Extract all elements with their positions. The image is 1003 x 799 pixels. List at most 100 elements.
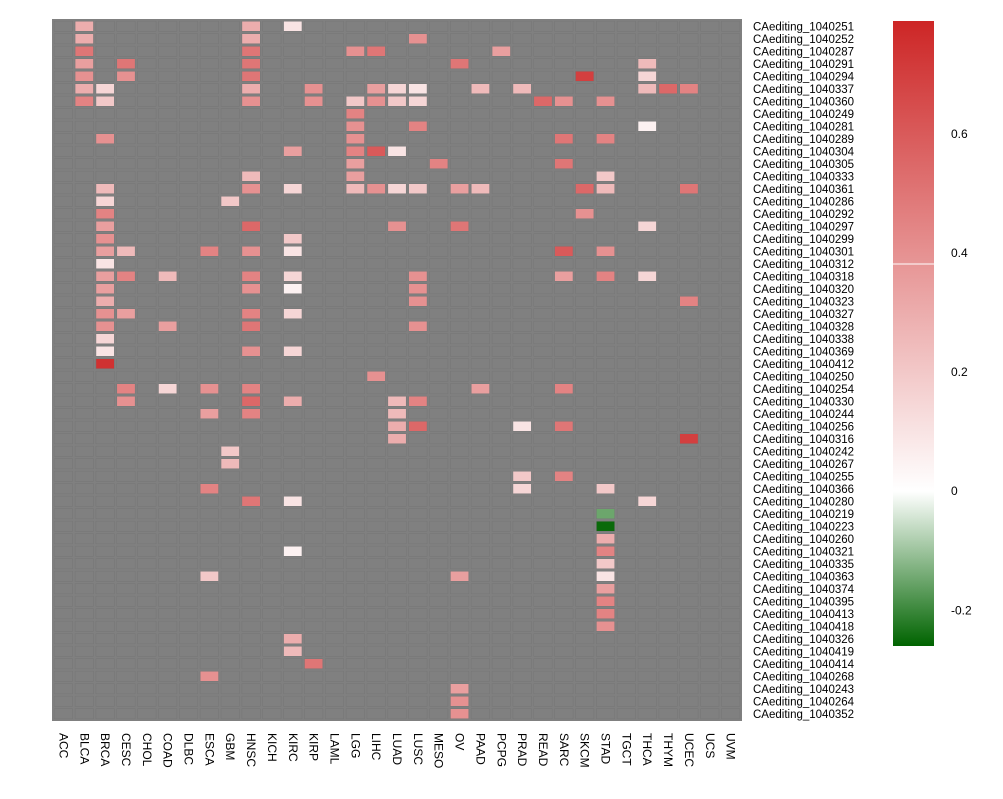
heatmap-cell [116, 108, 136, 120]
heatmap-cell [595, 208, 616, 220]
heatmap-cell [241, 83, 261, 95]
heatmap-cell [658, 695, 678, 707]
heatmap-cell [616, 395, 636, 407]
heatmap-cell [470, 133, 490, 145]
heatmap-cell [575, 420, 595, 432]
heatmap-cell [220, 520, 240, 532]
heatmap-cell [512, 645, 532, 657]
heatmap-cell [116, 645, 136, 657]
heatmap-cell [637, 133, 657, 145]
heatmap-cell [95, 633, 115, 645]
heatmap-cell [95, 233, 115, 245]
heatmap-cell [241, 633, 261, 645]
heatmap-cell [137, 658, 157, 670]
column-label: SKCM [578, 733, 592, 768]
heatmap-cell [387, 433, 407, 445]
heatmap-cell [700, 445, 720, 457]
heatmap-cell [158, 195, 178, 207]
heatmap-cell [429, 708, 449, 720]
heatmap-cell [470, 45, 490, 57]
heatmap-cell [262, 533, 282, 545]
heatmap-cell [304, 133, 324, 145]
heatmap-cell [304, 145, 324, 157]
heatmap-cell [595, 145, 616, 157]
heatmap-cell [637, 558, 657, 570]
heatmap-cell [95, 70, 115, 82]
heatmap-cell [491, 233, 511, 245]
heatmap-cell [616, 283, 636, 295]
heatmap-cell [345, 145, 365, 157]
heatmap-cell [554, 320, 574, 332]
row-label: CAediting_1040360 [753, 96, 854, 108]
heatmap-cell [658, 145, 678, 157]
heatmap-cell [700, 295, 720, 307]
heatmap-cell [74, 620, 94, 632]
heatmap-cell [554, 395, 574, 407]
heatmap-cell [595, 158, 616, 170]
heatmap-cell [387, 33, 407, 45]
heatmap-cell [345, 395, 365, 407]
heatmap-cell [679, 83, 699, 95]
heatmap-cell [137, 583, 157, 595]
heatmap-cell [220, 33, 240, 45]
heatmap-cell [637, 283, 657, 295]
heatmap-cell [220, 558, 240, 570]
heatmap-cell [283, 383, 303, 395]
row-label: CAediting_1040289 [753, 134, 854, 146]
heatmap-cell [137, 570, 157, 582]
heatmap-cell [179, 208, 199, 220]
heatmap-cell [53, 283, 73, 295]
heatmap-cell [470, 245, 490, 257]
heatmap-cell [199, 170, 219, 182]
row-label: CAediting_1040335 [753, 559, 854, 571]
heatmap-cell [220, 108, 240, 120]
heatmap-cell [637, 545, 657, 557]
heatmap-cell [220, 695, 240, 707]
heatmap-cell [658, 333, 678, 345]
heatmap-cell [158, 233, 178, 245]
heatmap-cell [491, 295, 511, 307]
heatmap-cell [679, 633, 699, 645]
heatmap-cell [637, 20, 657, 32]
heatmap-cell [220, 283, 240, 295]
heatmap-cell [199, 320, 219, 332]
heatmap-cell [345, 433, 365, 445]
heatmap-cell [533, 45, 553, 57]
heatmap-cell [658, 545, 678, 557]
heatmap-cell [721, 408, 741, 420]
heatmap-cell [324, 133, 345, 145]
heatmap-cell [95, 33, 115, 45]
heatmap-cell [575, 645, 595, 657]
heatmap-cell [387, 345, 407, 357]
heatmap-cell [408, 508, 428, 520]
heatmap-cell [408, 533, 428, 545]
heatmap-cell [450, 120, 470, 132]
heatmap-cell [324, 258, 345, 270]
column-label: BRCA [98, 733, 112, 766]
heatmap-cell [387, 108, 407, 120]
heatmap-cell [491, 645, 511, 657]
heatmap-cell [721, 245, 741, 257]
heatmap-cell [429, 320, 449, 332]
heatmap-cell [324, 120, 345, 132]
heatmap-cell [74, 458, 94, 470]
heatmap-cell [470, 708, 490, 720]
heatmap-cell [220, 533, 240, 545]
heatmap-cell [53, 583, 73, 595]
heatmap-cell [470, 33, 490, 45]
heatmap-cell [700, 308, 720, 320]
heatmap-cell [491, 395, 511, 407]
heatmap-cell [408, 95, 428, 107]
heatmap-cell [179, 595, 199, 607]
heatmap-cell [366, 295, 386, 307]
heatmap-cell [637, 533, 657, 545]
heatmap-cell [324, 208, 345, 220]
heatmap-cell [387, 483, 407, 495]
heatmap-cell [721, 33, 741, 45]
heatmap-cell [366, 570, 386, 582]
heatmap-cell [116, 570, 136, 582]
heatmap-cell [450, 270, 470, 282]
heatmap-cell [304, 445, 324, 457]
heatmap-cell [533, 58, 553, 70]
heatmap-cell [179, 133, 199, 145]
